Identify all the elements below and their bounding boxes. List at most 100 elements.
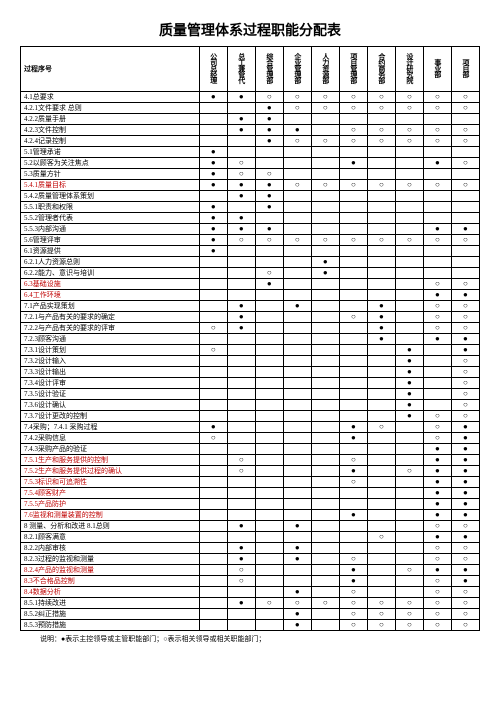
mark-cell: ○ xyxy=(395,235,423,246)
mark-cell xyxy=(311,246,339,257)
mark-cell: ● xyxy=(227,224,255,235)
mark-cell: ● xyxy=(255,202,283,213)
mark-cell xyxy=(227,587,255,598)
mark-cell xyxy=(283,158,311,169)
mark-cell: ● xyxy=(199,224,227,235)
mark-cell xyxy=(395,510,423,521)
mark-cell xyxy=(311,125,339,136)
mark-cell: ● xyxy=(395,378,423,389)
table-row: 8 测量、分析和改进 8.1总则●●○○ xyxy=(21,521,480,532)
mark-cell: ● xyxy=(451,576,479,587)
mark-cell xyxy=(255,543,283,554)
table-row: 4.1总要求●●○○○○○○○○ xyxy=(21,92,480,103)
mark-cell xyxy=(227,510,255,521)
table-row: 7.2.1与产品有关的要求的确定●○●○○ xyxy=(21,312,480,323)
mark-cell xyxy=(255,389,283,400)
mark-cell: ○ xyxy=(395,609,423,620)
table-row: 5.1管理承诺● xyxy=(21,147,480,158)
mark-cell xyxy=(199,136,227,147)
mark-cell xyxy=(423,367,451,378)
mark-cell xyxy=(423,191,451,202)
table-row: 7.4.3采购产品的验证●● xyxy=(21,444,480,455)
mark-cell xyxy=(283,356,311,367)
mark-cell xyxy=(283,455,311,466)
table-row: 8.2.3过程的监视和测量●●○○○ xyxy=(21,554,480,565)
mark-cell xyxy=(339,356,367,367)
col-header-0: 公司总经理 xyxy=(199,47,227,92)
mark-cell xyxy=(311,367,339,378)
col-header-2: 综合管理部 xyxy=(255,47,283,92)
mark-cell: ○ xyxy=(283,103,311,114)
row-label: 5.6管理评审 xyxy=(21,235,200,246)
mark-cell xyxy=(311,565,339,576)
mark-cell: ● xyxy=(451,290,479,301)
mark-cell: ○ xyxy=(451,279,479,290)
mark-cell: ● xyxy=(451,444,479,455)
row-label: 4.2.4记录控制 xyxy=(21,136,200,147)
mark-cell: ○ xyxy=(451,92,479,103)
mark-cell: ● xyxy=(255,136,283,147)
col-header-8: 事业部 xyxy=(423,47,451,92)
mark-cell: ○ xyxy=(199,345,227,356)
mark-cell xyxy=(199,279,227,290)
mark-cell xyxy=(255,257,283,268)
mark-cell xyxy=(199,455,227,466)
mark-cell: ○ xyxy=(367,180,395,191)
table-row: 8.2.1顾客满意○●● xyxy=(21,532,480,543)
mark-cell xyxy=(199,554,227,565)
mark-cell: ○ xyxy=(395,466,423,477)
mark-cell xyxy=(255,499,283,510)
mark-cell: ○ xyxy=(423,554,451,565)
mark-cell: ● xyxy=(311,268,339,279)
table-row: 5.5.2管理者代表●● xyxy=(21,213,480,224)
mark-cell: ○ xyxy=(451,389,479,400)
mark-cell xyxy=(199,114,227,125)
mark-cell: ○ xyxy=(199,433,227,444)
mark-cell: ● xyxy=(227,543,255,554)
mark-cell: ○ xyxy=(423,576,451,587)
mark-cell xyxy=(339,323,367,334)
mark-cell xyxy=(255,565,283,576)
mark-cell xyxy=(199,400,227,411)
table-row: 7.3.6设计确认●○ xyxy=(21,400,480,411)
mark-cell: ● xyxy=(367,323,395,334)
mark-cell xyxy=(423,114,451,125)
mark-cell xyxy=(367,279,395,290)
mark-cell xyxy=(283,422,311,433)
mark-cell xyxy=(311,609,339,620)
mark-cell xyxy=(311,191,339,202)
table-row: 4.2.2质量手册●● xyxy=(21,114,480,125)
mark-cell xyxy=(255,620,283,631)
mark-cell: ● xyxy=(283,521,311,532)
mark-cell: ○ xyxy=(283,235,311,246)
row-label: 7.3.2设计输入 xyxy=(21,356,200,367)
mark-cell: ○ xyxy=(367,235,395,246)
mark-cell xyxy=(311,433,339,444)
mark-cell xyxy=(311,389,339,400)
mark-cell xyxy=(339,257,367,268)
mark-cell xyxy=(227,257,255,268)
mark-cell xyxy=(283,411,311,422)
mark-cell: ○ xyxy=(423,279,451,290)
row-label: 5.1管理承诺 xyxy=(21,147,200,158)
mark-cell xyxy=(339,246,367,257)
mark-cell xyxy=(395,455,423,466)
mark-cell: ● xyxy=(451,455,479,466)
row-label: 5.5.2管理者代表 xyxy=(21,213,200,224)
mark-cell xyxy=(227,345,255,356)
mark-cell xyxy=(423,356,451,367)
mark-cell: ○ xyxy=(367,136,395,147)
mark-cell: ○ xyxy=(423,125,451,136)
mark-cell xyxy=(199,521,227,532)
row-label: 7.2.2与产品有关的要求的评审 xyxy=(21,323,200,334)
mark-cell xyxy=(367,378,395,389)
mark-cell: ○ xyxy=(423,620,451,631)
mark-cell xyxy=(451,246,479,257)
mark-cell: ● xyxy=(451,345,479,356)
mark-cell xyxy=(339,279,367,290)
table-row: 8.5.2纠正措施●○○○○○ xyxy=(21,609,480,620)
col-header-1: 总工兼管代 xyxy=(227,47,255,92)
mark-cell xyxy=(311,312,339,323)
mark-cell: ● xyxy=(451,532,479,543)
table-row: 6.2.2能力、意识与培训○● xyxy=(21,268,480,279)
